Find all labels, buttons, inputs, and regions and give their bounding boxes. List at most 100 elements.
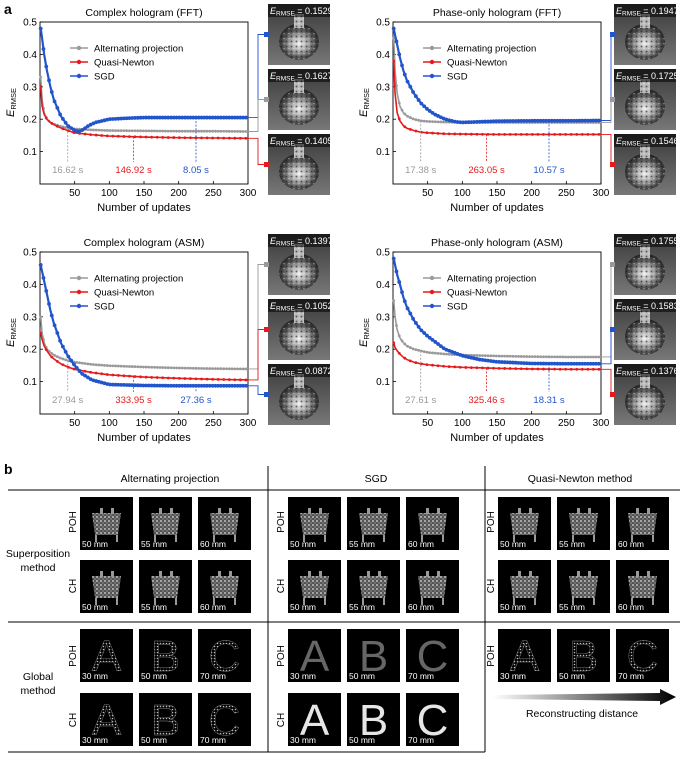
reconstruction-tile: A30 mm	[80, 693, 133, 746]
data-point	[44, 288, 49, 293]
data-point	[153, 365, 156, 369]
tile-background	[406, 629, 459, 682]
data-point	[477, 357, 482, 362]
data-point	[47, 301, 51, 306]
x-tick-label: 150	[489, 418, 506, 429]
data-point	[80, 128, 85, 132]
data-point	[425, 333, 429, 338]
data-point	[227, 129, 231, 133]
data-point	[580, 355, 584, 359]
legend-marker	[76, 275, 82, 281]
distance-label: 60 mm	[408, 602, 434, 612]
vessel-handle	[229, 571, 232, 577]
y-axis-label-e: E	[5, 109, 17, 117]
data-point	[108, 382, 112, 387]
thumbnail-label-value: = 0.0872	[295, 366, 333, 376]
vessel-handle	[588, 571, 591, 577]
legend-marker	[76, 73, 82, 79]
vessel-handle	[588, 508, 591, 514]
chart-title: Complex hologram (ASM)	[84, 237, 205, 249]
data-point	[466, 120, 471, 125]
line-charts: Complex hologram (FFT) 50 100 150 200 250 300 0…	[5, 4, 679, 444]
data-point	[442, 120, 446, 124]
data-point	[527, 118, 532, 123]
data-point	[392, 299, 396, 302]
data-point	[244, 367, 248, 371]
data-point	[517, 355, 520, 358]
data-point	[405, 306, 410, 311]
data-point	[155, 135, 159, 139]
data-point	[63, 349, 68, 354]
data-point	[130, 365, 134, 368]
data-point	[550, 355, 554, 359]
data-point	[494, 359, 499, 364]
connector-line	[248, 385, 266, 395]
data-point	[414, 129, 418, 133]
data-point	[494, 354, 498, 358]
data-point	[436, 364, 440, 368]
tile-background	[198, 629, 251, 682]
data-point	[149, 115, 154, 120]
data-point	[577, 118, 582, 123]
data-point	[480, 119, 485, 124]
data-point	[141, 115, 146, 120]
column-header: Alternating projection	[121, 473, 220, 485]
data-point	[161, 376, 165, 380]
series-line-1	[392, 60, 601, 136]
hologram-type-label: CH	[68, 579, 79, 593]
data-point	[224, 383, 229, 388]
data-point	[505, 119, 510, 123]
y-tick-label: 0.3	[23, 82, 37, 93]
distance-label: 50 mm	[349, 671, 375, 681]
vessel-leg	[213, 598, 215, 605]
data-point	[158, 366, 162, 369]
vessel-leg	[154, 535, 156, 542]
y-axis-label-sub: RMSE	[9, 88, 18, 110]
data-point	[419, 101, 424, 106]
vase-neck-pattern	[640, 244, 650, 258]
data-point	[397, 52, 402, 57]
data-point	[133, 365, 137, 369]
data-point	[230, 129, 234, 133]
data-point	[58, 356, 62, 360]
vessel-leg	[421, 598, 423, 605]
data-point	[189, 129, 192, 133]
y-axis-label-e: E	[358, 339, 370, 347]
x-tick-label: 50	[422, 418, 434, 429]
thumbnail-label: ERMSE = 0.1755	[616, 236, 679, 248]
distance-label: 30 mm	[82, 735, 108, 745]
connector-square	[610, 32, 615, 37]
vessel-body	[300, 576, 329, 598]
data-point	[469, 132, 473, 136]
letter-glyph: C	[209, 632, 241, 681]
data-point	[205, 115, 209, 120]
data-point	[97, 363, 101, 367]
data-point	[241, 367, 245, 371]
data-point	[113, 382, 118, 387]
row-header: Superposition	[6, 548, 70, 560]
data-point	[558, 361, 562, 366]
data-point	[188, 383, 193, 388]
data-point	[422, 331, 427, 335]
thumbnail-label-e: E	[270, 6, 277, 16]
time-label: 17.38 s	[405, 165, 436, 176]
data-point	[110, 117, 115, 121]
legend-label: Alternating projection	[447, 274, 536, 285]
data-point	[528, 355, 531, 359]
data-point	[530, 133, 534, 136]
data-point	[574, 361, 579, 366]
data-point	[244, 136, 248, 140]
data-point	[500, 354, 504, 358]
data-point	[138, 115, 143, 120]
data-point	[497, 360, 501, 364]
data-point	[172, 366, 176, 370]
tile-background	[198, 693, 251, 746]
reconstruction-tile: 50 mm	[80, 497, 133, 550]
data-point	[408, 84, 413, 89]
data-point	[586, 133, 590, 136]
x-tick-label: 200	[170, 418, 187, 429]
data-point	[119, 364, 123, 368]
data-point	[183, 366, 187, 370]
data-point	[116, 129, 120, 133]
